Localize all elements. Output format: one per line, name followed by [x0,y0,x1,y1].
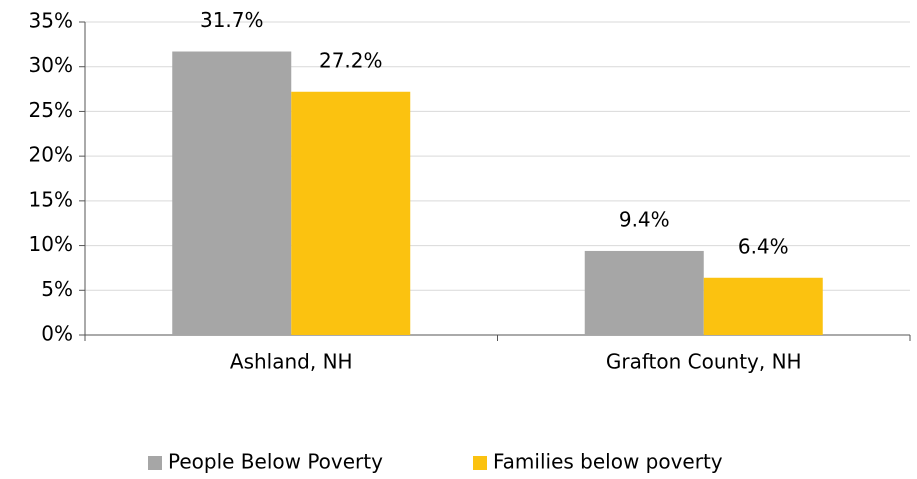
legend-label: Families below poverty [493,450,723,474]
y-tick-label: 15% [29,187,73,211]
legend-label: People Below Poverty [168,450,383,474]
y-tick-label: 25% [29,98,73,122]
legend-swatch [148,456,162,470]
bar [584,250,704,335]
value-label: 31.7% [200,8,264,32]
bar [172,51,292,336]
y-tick-label: 0% [41,322,73,346]
bar [291,91,411,335]
y-tick-label: 35% [29,9,73,33]
y-tick-label: 20% [29,143,73,167]
x-tick-label: Grafton County, NH [606,350,802,374]
y-tick-label: 10% [29,232,73,256]
value-label: 6.4% [738,234,789,258]
legend-swatch [473,456,487,470]
bar [703,277,823,335]
value-label: 27.2% [319,48,383,72]
y-tick-label: 5% [41,277,73,301]
y-tick-label: 30% [29,53,73,77]
value-label: 9.4% [619,207,670,231]
x-tick-label: Ashland, NH [230,350,353,374]
